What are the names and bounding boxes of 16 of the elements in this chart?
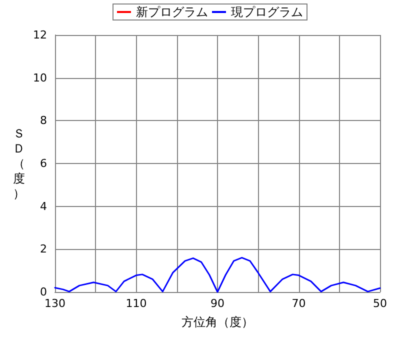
x-axis-title: 方位角（度） xyxy=(182,315,254,329)
legend-label: 新プログラム xyxy=(136,5,208,19)
y-axis-title: ＳＤ（度） xyxy=(13,126,25,200)
y-tick-label: 6 xyxy=(40,157,47,170)
x-tick-label: 130 xyxy=(44,297,66,310)
y-tick-label: 8 xyxy=(40,114,47,128)
x-tick-label: 70 xyxy=(292,297,306,310)
y-tick-label: 2 xyxy=(40,242,47,256)
x-tick-label: 110 xyxy=(126,297,147,310)
x-tick-label: 50 xyxy=(373,297,387,310)
y-tick-label: 12 xyxy=(33,28,47,42)
y-tick-label: 0 xyxy=(40,286,47,298)
legend-label: 現プログラム xyxy=(231,5,303,19)
y-tick-label: 10 xyxy=(33,71,47,84)
x-tick-label: 90 xyxy=(210,297,224,310)
y-tick-label: 4 xyxy=(40,200,47,213)
